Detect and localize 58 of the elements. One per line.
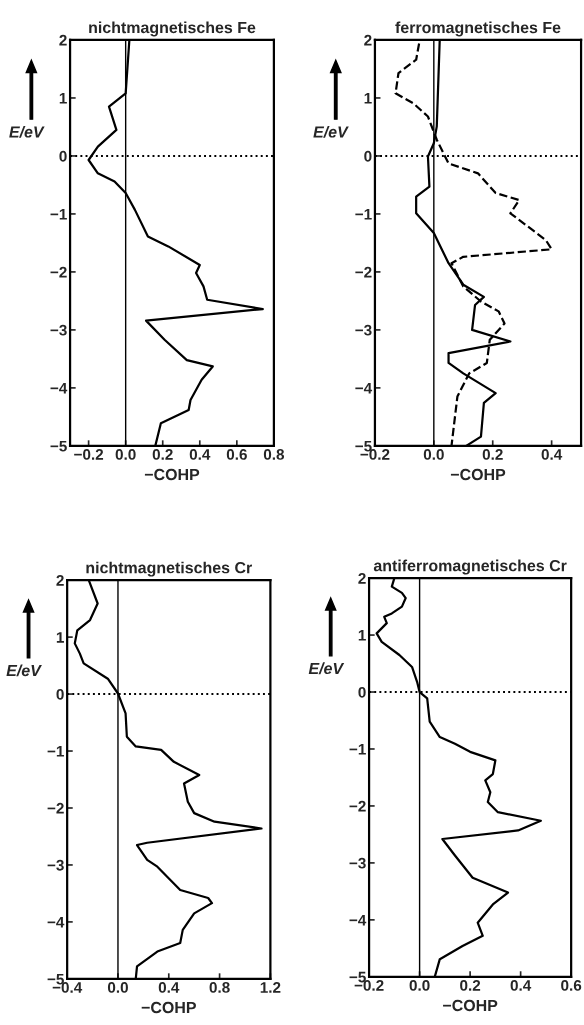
x-tick-label: 0.4 bbox=[158, 982, 180, 993]
y-axis-title: E/eV bbox=[308, 662, 345, 675]
x-tick-label: 0.8 bbox=[263, 449, 285, 460]
x-axis-title: −COHP bbox=[443, 999, 498, 1012]
y-tick-label: 0 bbox=[59, 150, 67, 162]
x-tick-label: 0.0 bbox=[423, 449, 444, 460]
y-tick-label: −1 bbox=[349, 744, 366, 755]
y-tick-label: 1 bbox=[364, 92, 372, 104]
x-tick-label: 0.2 bbox=[460, 980, 481, 991]
y-tick-label: −4 bbox=[47, 916, 65, 928]
chart-title: antiferromagnetisches Cr bbox=[373, 559, 567, 575]
x-tick-label: 0.4 bbox=[189, 449, 211, 460]
x-tick-label: 0.8 bbox=[209, 982, 230, 993]
y-tick-label: 0 bbox=[364, 150, 372, 162]
x-axis-title: −COHP bbox=[144, 468, 200, 481]
y-tick-label: −3 bbox=[50, 324, 67, 336]
y-tick-label: −2 bbox=[349, 800, 366, 812]
y-tick-label: 1 bbox=[358, 630, 366, 641]
y-tick-label: −1 bbox=[50, 208, 67, 220]
y-axis-title: E/eV bbox=[313, 125, 349, 138]
chart-title: ferromagnetisches Fe bbox=[395, 21, 561, 37]
y-axis-title: E/eV bbox=[9, 125, 45, 138]
x-tick-label: 1.2 bbox=[260, 982, 281, 993]
x-tick-label: 0.6 bbox=[561, 980, 582, 991]
x-axis-title: −COHP bbox=[450, 468, 506, 481]
chart-title: nichtmagnetisches Cr bbox=[86, 561, 252, 577]
y-tick-label: −5 bbox=[50, 440, 67, 452]
chart-title: nichtmagnetisches Fe bbox=[89, 21, 256, 37]
x-tick-label: 0.4 bbox=[541, 449, 563, 460]
x-axis-title: −COHP bbox=[141, 1001, 196, 1014]
y-tick-label: −3 bbox=[47, 859, 64, 871]
y-tick-label: −4 bbox=[349, 914, 367, 926]
y-tick-label: −2 bbox=[355, 266, 372, 278]
y-tick-label: −1 bbox=[47, 746, 64, 757]
x-tick-label: 0.0 bbox=[115, 449, 136, 460]
y-tick-label: 0 bbox=[358, 686, 366, 698]
x-tick-label: 0.6 bbox=[226, 449, 247, 460]
y-tick-label: −3 bbox=[355, 324, 372, 336]
x-tick-label: 0.0 bbox=[107, 982, 128, 993]
y-tick-label: 1 bbox=[56, 632, 64, 643]
x-tick-label: −0.2 bbox=[74, 449, 104, 460]
y-tick-label: −4 bbox=[355, 382, 373, 394]
x-tick-label: 0.4 bbox=[510, 980, 532, 991]
y-tick-label: −2 bbox=[50, 266, 67, 278]
x-tick-label: 0.0 bbox=[409, 980, 430, 991]
y-tick-label: −4 bbox=[50, 382, 68, 394]
y-tick-label: 2 bbox=[358, 572, 366, 584]
y-tick-label: 1 bbox=[59, 92, 67, 104]
y-tick-label: 0 bbox=[56, 688, 64, 700]
x-tick-label: 0.2 bbox=[482, 449, 503, 460]
y-tick-label: 2 bbox=[56, 575, 64, 586]
y-axis-title: E/eV bbox=[6, 664, 42, 677]
y-tick-label: −1 bbox=[355, 208, 372, 220]
y-tick-label: 2 bbox=[59, 34, 67, 46]
y-tick-label: −3 bbox=[349, 857, 366, 869]
y-tick-label: −2 bbox=[47, 802, 64, 814]
x-tick-label: 0.2 bbox=[152, 449, 173, 460]
y-tick-label: 2 bbox=[364, 34, 372, 46]
